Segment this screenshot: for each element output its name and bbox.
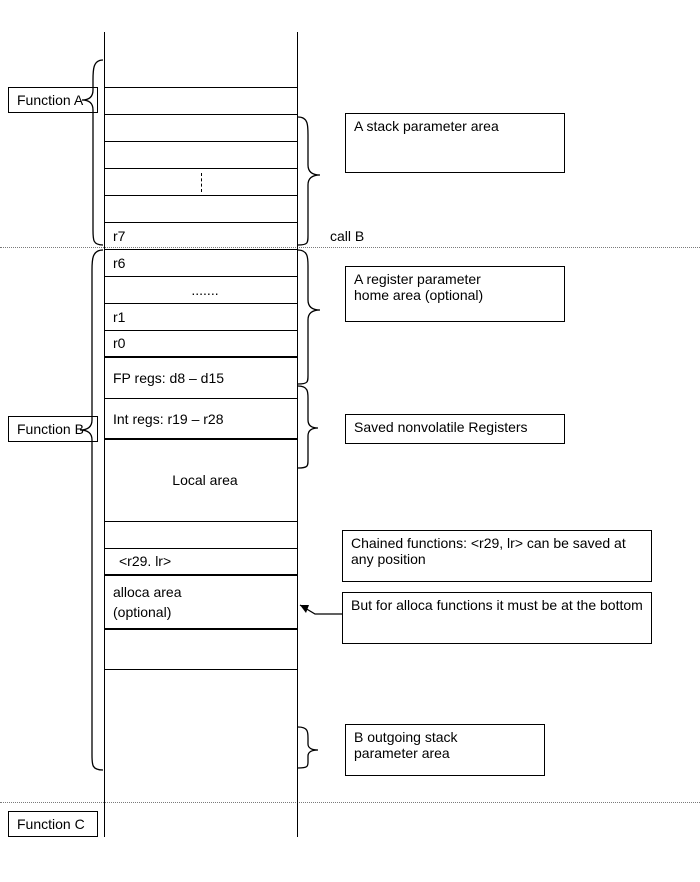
brace-b-left xyxy=(80,250,103,770)
brace-a-right xyxy=(298,117,320,245)
brace-saved-right xyxy=(298,386,318,468)
brace-layer xyxy=(0,0,700,882)
brace-home-right xyxy=(298,250,320,384)
brace-a-right-line xyxy=(320,143,344,175)
brace-a-left xyxy=(82,60,103,245)
brace-out-right xyxy=(298,727,318,768)
